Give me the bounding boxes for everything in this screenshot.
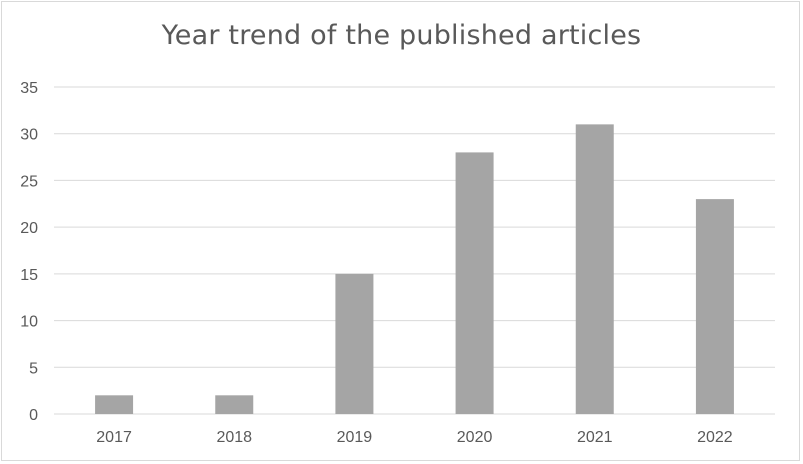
- y-tick-label: 30: [20, 127, 38, 144]
- bar-2021: [575, 124, 614, 414]
- y-tick-label: 10: [20, 314, 38, 331]
- gridlines: [54, 86, 775, 415]
- bars: [95, 124, 734, 414]
- bar-2018: [215, 395, 254, 414]
- y-tick-label: 15: [20, 267, 38, 284]
- x-tick-label: 2018: [216, 429, 252, 446]
- y-tick-label: 0: [29, 407, 38, 424]
- x-tick-label: 2020: [457, 429, 493, 446]
- x-axis-labels: 2017 2018 2019 2020 2021 2022: [96, 429, 733, 446]
- x-tick-label: 2017: [96, 429, 132, 446]
- bar-2022: [695, 199, 734, 414]
- chart-title: Year trend of the published articles: [161, 20, 642, 51]
- y-tick-label: 35: [20, 80, 38, 97]
- y-tick-label: 25: [20, 173, 38, 190]
- x-tick-label: 2021: [577, 429, 613, 446]
- y-tick-label: 5: [29, 360, 38, 377]
- bar-2019: [335, 273, 374, 414]
- x-tick-label: 2022: [697, 429, 733, 446]
- y-tick-label: 20: [20, 220, 38, 237]
- bar-2017: [95, 395, 134, 414]
- y-axis-labels: 0 5 10 15 20 25 30 35: [20, 80, 38, 424]
- x-tick-label: 2019: [337, 429, 373, 446]
- bar-2020: [455, 152, 494, 414]
